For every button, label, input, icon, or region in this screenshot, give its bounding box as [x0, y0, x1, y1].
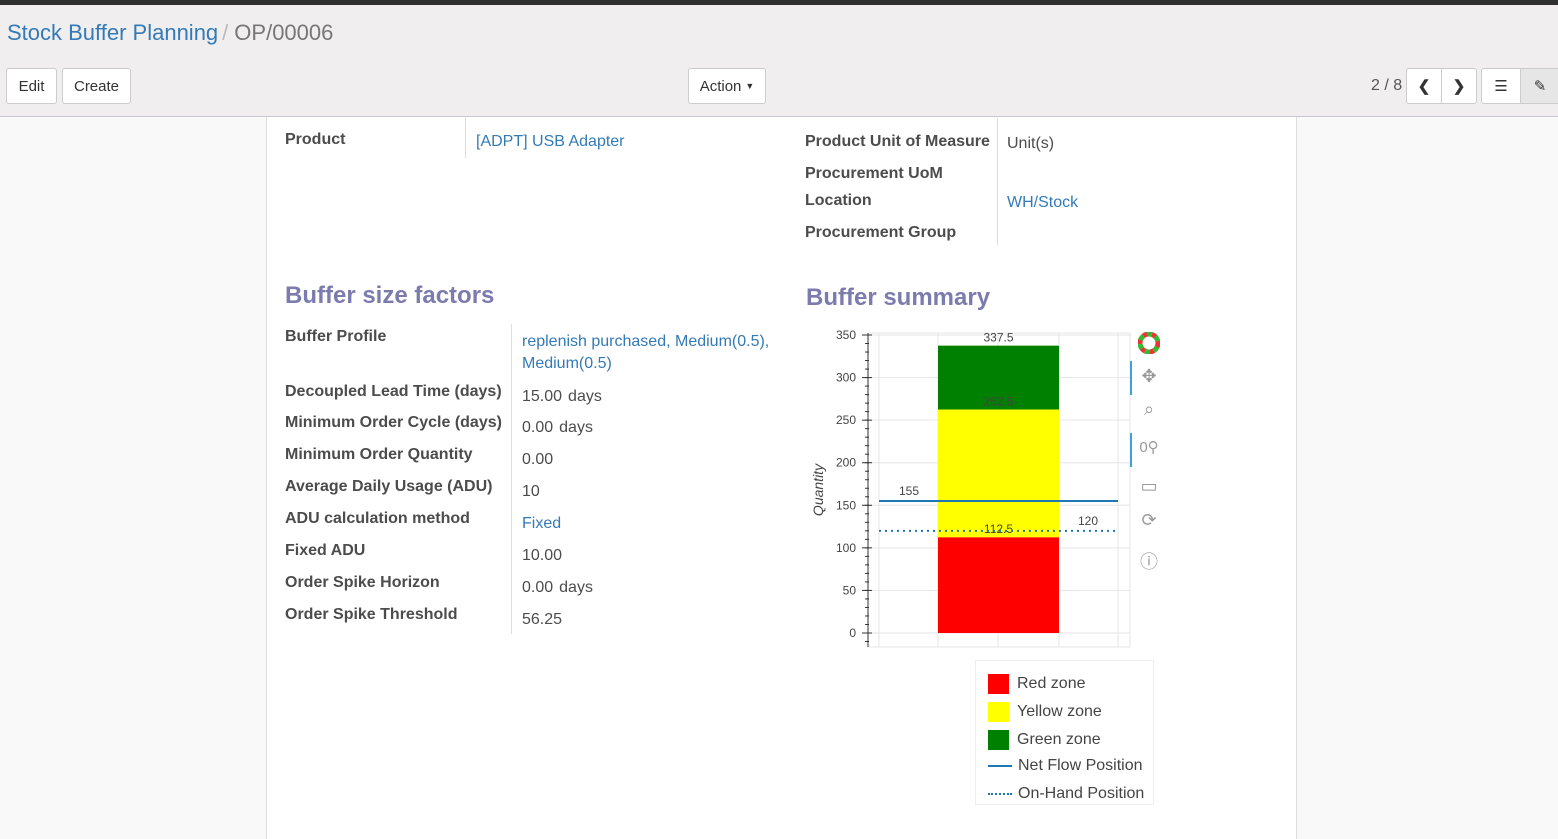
- reset-icon[interactable]: ⟳: [1141, 510, 1157, 530]
- procurement-uom-label: Procurement UoM: [805, 165, 943, 182]
- bar-label: 112.5: [984, 522, 1013, 536]
- bar-label: 262.5: [983, 395, 1013, 409]
- location-link[interactable]: WH/Stock: [1007, 194, 1079, 211]
- top-bar: [0, 0, 1558, 5]
- edit-button[interactable]: Edit: [6, 68, 57, 104]
- uom-label: Product Unit of Measure: [805, 133, 990, 150]
- y-tick-label: 0: [849, 626, 856, 640]
- y-tick-label: 150: [836, 498, 856, 512]
- location-label: Location: [805, 192, 872, 209]
- legend-net-flow: Net Flow Position: [988, 757, 1143, 775]
- factor-label: Order Spike Horizon: [285, 574, 440, 591]
- divider: [997, 118, 998, 245]
- y-tick-label: 100: [836, 541, 856, 555]
- buffer-chart: 350 300 250 200 150 100 50 0 Quantity 112.5 262.5 3…: [810, 328, 1131, 648]
- wheel-zoom-icon[interactable]: 0⚲: [1139, 439, 1159, 456]
- pan-icon[interactable]: ✥: [1141, 366, 1157, 386]
- bar-green-zone: [938, 345, 1059, 410]
- factor-value: 0.00 days: [522, 579, 593, 596]
- edit-icon: ✎: [1533, 78, 1547, 95]
- bar-red-zone: [938, 537, 1059, 633]
- factor-value: 10: [522, 483, 540, 500]
- on-hand-label: 120: [1078, 514, 1098, 528]
- procurement-group-label: Procurement Group: [805, 224, 957, 241]
- list-icon: ☰: [1494, 78, 1508, 95]
- factor-value: 0.00: [522, 451, 554, 468]
- bar-label: 337.5: [983, 331, 1013, 345]
- buffer-size-factors-title: Buffer size factors: [285, 282, 495, 309]
- y-tick-label: 300: [836, 371, 856, 385]
- chevron-right-icon: ❯: [1452, 78, 1466, 95]
- create-button[interactable]: Create: [62, 68, 131, 104]
- active-tool-indicator: [1130, 361, 1132, 395]
- active-tool-indicator: [1130, 433, 1132, 467]
- save-icon[interactable]: ▭: [1140, 476, 1158, 496]
- y-tick-label: 350: [836, 328, 856, 342]
- uom-value: Unit(s): [1007, 135, 1055, 152]
- y-tick-label: 200: [836, 456, 856, 470]
- breadcrumb: Stock Buffer Planning / OP/00006: [7, 20, 334, 45]
- pager-previous-button[interactable]: ❮: [1406, 68, 1442, 104]
- legend-on-hand: On-Hand Position: [988, 785, 1144, 803]
- factor-value[interactable]: replenish purchased, Medium(0.5), Medium(…: [522, 333, 770, 372]
- y-tick-label: 250: [836, 413, 856, 427]
- factor-value: 10.00: [522, 547, 563, 564]
- list-view-button[interactable]: ☰: [1481, 68, 1521, 104]
- factor-value: 15.00 days: [522, 388, 602, 405]
- product-label: Product: [285, 131, 346, 148]
- divider: [465, 118, 466, 158]
- bokeh-logo-icon[interactable]: [1137, 331, 1161, 355]
- box-zoom-icon[interactable]: ⌕: [1143, 399, 1155, 419]
- pager-next-button[interactable]: ❯: [1441, 68, 1477, 104]
- buffer-summary-title: Buffer summary: [806, 284, 991, 311]
- factor-value[interactable]: Fixed: [522, 515, 562, 532]
- factor-label: Minimum Order Quantity: [285, 446, 473, 463]
- factor-label: ADU calculation method: [285, 510, 470, 527]
- caret-down-icon: ▼: [745, 81, 755, 91]
- bar-yellow-zone: [938, 409, 1059, 538]
- product-link[interactable]: [ADPT] USB Adapter: [476, 133, 625, 150]
- net-flow-label: 155: [899, 484, 919, 498]
- control-panel: Stock Buffer Planning / OP/00006 Edit Crea…: [0, 5, 1558, 117]
- breadcrumb-current: OP/00006: [234, 20, 334, 45]
- factor-value: 0.00 days: [522, 419, 593, 436]
- factor-label: Decoupled Lead Time (days): [285, 383, 502, 400]
- legend-green-zone: Green zone: [988, 730, 1101, 750]
- y-tick-label: 50: [843, 583, 857, 597]
- factor-label: Average Daily Usage (ADU): [285, 478, 493, 495]
- form-view-button[interactable]: ✎: [1520, 68, 1558, 104]
- divider: [511, 324, 512, 634]
- factor-label: Fixed ADU: [285, 542, 366, 559]
- factor-value: 56.25: [522, 611, 563, 628]
- create-label: Create: [73, 77, 120, 95]
- help-icon[interactable]: ⓘ: [1140, 552, 1158, 572]
- pager-value: 2 / 8: [1371, 77, 1403, 94]
- chevron-left-icon: ❮: [1417, 78, 1431, 95]
- breadcrumb-parent[interactable]: Stock Buffer Planning: [7, 20, 219, 45]
- legend-yellow-zone: Yellow zone: [988, 702, 1102, 722]
- action-dropdown[interactable]: Action ▼: [688, 68, 766, 104]
- action-label: Action: [699, 77, 742, 95]
- y-axis-label: Quantity: [810, 463, 826, 516]
- factor-label: Minimum Order Cycle (days): [285, 414, 502, 431]
- factor-label: Order Spike Threshold: [285, 606, 458, 623]
- chart-legend: Red zone Yellow zone Green zone Net Flow…: [975, 660, 1154, 805]
- legend-red-zone: Red zone: [988, 674, 1086, 694]
- factor-label: Buffer Profile: [285, 328, 387, 345]
